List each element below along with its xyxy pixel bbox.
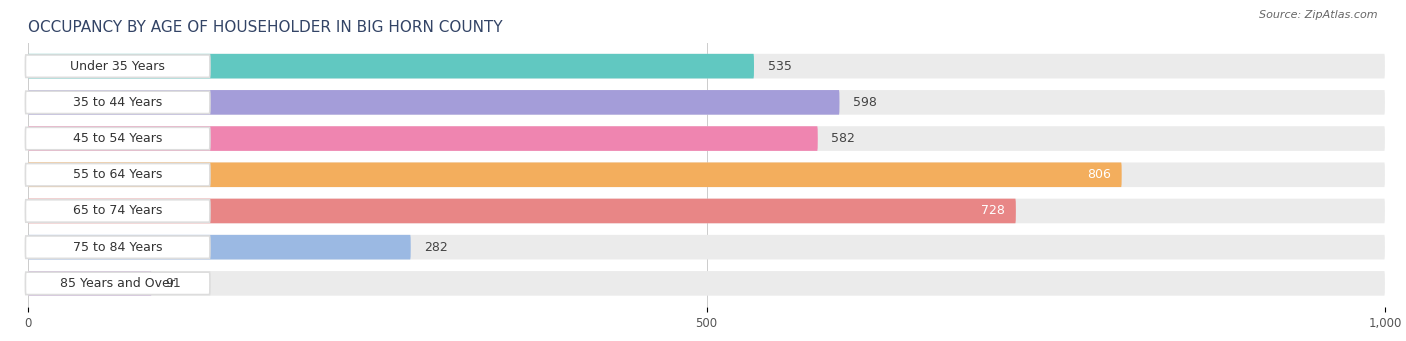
Text: 535: 535 [768,60,792,73]
Text: 806: 806 [1087,168,1111,181]
FancyBboxPatch shape [28,54,1385,78]
FancyBboxPatch shape [28,271,1385,296]
FancyBboxPatch shape [28,126,1385,151]
Text: 35 to 44 Years: 35 to 44 Years [73,96,162,109]
FancyBboxPatch shape [28,199,1017,223]
FancyBboxPatch shape [28,271,152,296]
FancyBboxPatch shape [25,127,209,150]
FancyBboxPatch shape [28,126,818,151]
Text: 91: 91 [165,277,181,290]
FancyBboxPatch shape [25,55,209,77]
FancyBboxPatch shape [28,235,411,260]
FancyBboxPatch shape [28,90,1385,115]
Text: OCCUPANCY BY AGE OF HOUSEHOLDER IN BIG HORN COUNTY: OCCUPANCY BY AGE OF HOUSEHOLDER IN BIG H… [28,19,503,34]
Text: 45 to 54 Years: 45 to 54 Years [73,132,162,145]
FancyBboxPatch shape [28,54,754,78]
FancyBboxPatch shape [28,162,1122,187]
FancyBboxPatch shape [25,236,209,258]
Text: 65 to 74 Years: 65 to 74 Years [73,205,162,218]
Text: Under 35 Years: Under 35 Years [70,60,165,73]
Text: 598: 598 [853,96,877,109]
Text: 75 to 84 Years: 75 to 84 Years [73,241,163,254]
Text: Source: ZipAtlas.com: Source: ZipAtlas.com [1260,10,1378,20]
Text: 55 to 64 Years: 55 to 64 Years [73,168,162,181]
Text: 85 Years and Over: 85 Years and Over [60,277,176,290]
FancyBboxPatch shape [28,235,1385,260]
FancyBboxPatch shape [25,272,209,295]
FancyBboxPatch shape [28,162,1385,187]
FancyBboxPatch shape [28,199,1385,223]
Text: 282: 282 [425,241,449,254]
FancyBboxPatch shape [25,164,209,186]
Text: 582: 582 [831,132,855,145]
FancyBboxPatch shape [25,91,209,114]
FancyBboxPatch shape [25,200,209,222]
FancyBboxPatch shape [28,90,839,115]
Text: 728: 728 [981,205,1005,218]
